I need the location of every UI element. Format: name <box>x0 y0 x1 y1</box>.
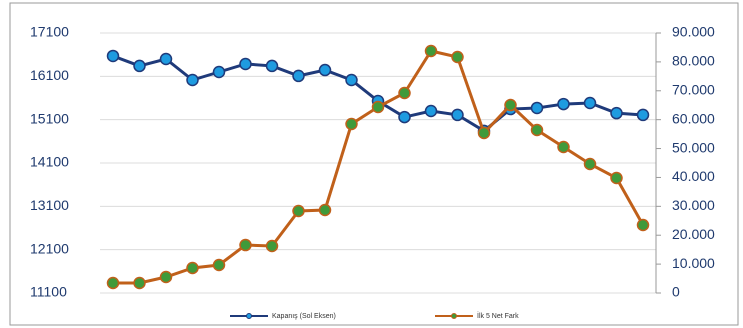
point <box>451 108 464 122</box>
point <box>186 73 199 87</box>
y-tick-label: 12100 <box>30 240 69 256</box>
point <box>371 100 385 114</box>
point <box>239 57 252 71</box>
point <box>424 44 438 58</box>
point <box>212 65 226 79</box>
point <box>292 204 305 218</box>
point <box>133 59 146 73</box>
point <box>610 171 623 185</box>
point <box>451 50 464 64</box>
y2-tick-label: 0 <box>672 284 680 300</box>
y2-tick-label: 60.000 <box>672 110 715 126</box>
point <box>265 239 279 253</box>
y2-tick-label: 30.000 <box>672 197 715 213</box>
point <box>106 276 120 290</box>
point <box>159 52 173 66</box>
y2-tick-label: 50.000 <box>672 139 715 155</box>
point <box>504 98 517 112</box>
legend-marker <box>451 313 457 319</box>
y2-tick-label: 70.000 <box>672 81 715 97</box>
point <box>636 108 650 122</box>
point <box>345 117 358 131</box>
y2-tick-label: 20.000 <box>672 226 715 242</box>
chart-border <box>9 2 739 326</box>
point <box>318 63 332 77</box>
point <box>212 258 226 272</box>
y-tick-label: 15100 <box>30 110 69 126</box>
point <box>530 123 544 137</box>
point <box>583 157 597 171</box>
y-tick-label: 16100 <box>30 67 69 83</box>
point <box>610 106 623 120</box>
point <box>424 104 438 118</box>
point <box>477 126 491 140</box>
point <box>345 73 358 87</box>
point <box>186 261 199 275</box>
point <box>318 203 332 217</box>
point <box>636 218 650 232</box>
point <box>557 140 570 154</box>
point <box>106 49 120 63</box>
point <box>583 96 597 110</box>
point <box>292 69 305 83</box>
point <box>265 59 279 73</box>
legend-label: Kapanış (Sol Eksen) <box>272 313 336 320</box>
y2-tick-label: 40.000 <box>672 168 715 184</box>
point <box>159 270 173 284</box>
y2-tick-label: 90.000 <box>672 24 715 40</box>
point <box>530 101 544 115</box>
y2-tick-label: 80.000 <box>672 53 715 69</box>
y-tick-label: 14100 <box>30 154 69 170</box>
y-tick-label: 17100 <box>30 24 69 40</box>
point <box>133 276 146 290</box>
point <box>557 97 570 111</box>
y2-tick-label: 10.000 <box>672 255 715 271</box>
legend-label: İlk 5 Net Fark <box>477 311 519 320</box>
point <box>398 86 411 100</box>
legend-marker <box>246 313 252 319</box>
point <box>398 110 411 124</box>
y-tick-label: 13100 <box>30 197 69 213</box>
point <box>239 238 252 252</box>
y-tick-label: 11100 <box>30 284 67 300</box>
